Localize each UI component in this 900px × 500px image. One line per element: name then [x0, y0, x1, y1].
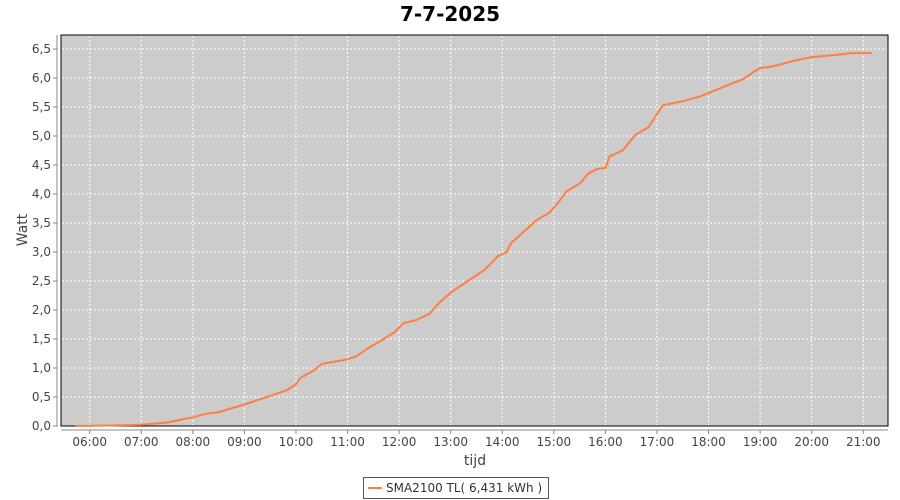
y-tick-label: 5,5 — [32, 100, 51, 114]
x-tick-label: 13:00 — [433, 435, 468, 449]
x-tick-label: 07:00 — [124, 435, 159, 449]
y-tick-label: 6,0 — [32, 71, 51, 85]
y-tick-label: 3,0 — [32, 245, 51, 259]
x-tick-label: 10:00 — [279, 435, 314, 449]
x-tick-label: 17:00 — [640, 435, 675, 449]
y-axis-label: Watt — [15, 213, 31, 246]
plot-area — [60, 34, 889, 427]
x-tick-label: 18:00 — [691, 435, 726, 449]
x-tick-label: 11:00 — [330, 435, 365, 449]
y-tick-label: 4,0 — [32, 187, 51, 201]
x-tick-label: 06:00 — [72, 435, 107, 449]
y-tick-label: 0,0 — [32, 419, 51, 433]
x-tick-label: 20:00 — [794, 435, 829, 449]
x-tick-label: 16:00 — [588, 435, 623, 449]
y-tick-label: 6,5 — [32, 42, 51, 56]
y-tick-label: 4,5 — [32, 158, 51, 172]
x-tick-label: 12:00 — [382, 435, 417, 449]
x-tick-label: 15:00 — [537, 435, 572, 449]
x-axis-label: tijd — [464, 453, 486, 469]
x-tick-label: 08:00 — [176, 435, 211, 449]
x-tick-label: 21:00 — [846, 435, 881, 449]
series-line — [75, 52, 872, 427]
x-tick-label: 14:00 — [485, 435, 520, 449]
legend-label: SMA2100 TL( 6,431 kWh ) — [386, 481, 543, 495]
y-tick-label: 0,5 — [32, 390, 51, 404]
y-tick-label: 2,0 — [32, 303, 51, 317]
y-tick-label: 1,0 — [32, 361, 51, 375]
x-tick-label: 09:00 — [227, 435, 262, 449]
y-tick-label: 2,5 — [32, 274, 51, 288]
x-tick-label: 19:00 — [743, 435, 778, 449]
chart-title: 7-7-2025 — [399, 2, 501, 26]
y-tick-label: 5,0 — [32, 129, 51, 143]
legend-swatch — [368, 487, 382, 489]
y-tick-label: 1,5 — [32, 332, 51, 346]
y-tick-label: 3,5 — [32, 216, 51, 230]
legend: SMA2100 TL( 6,431 kWh ) — [363, 477, 550, 499]
